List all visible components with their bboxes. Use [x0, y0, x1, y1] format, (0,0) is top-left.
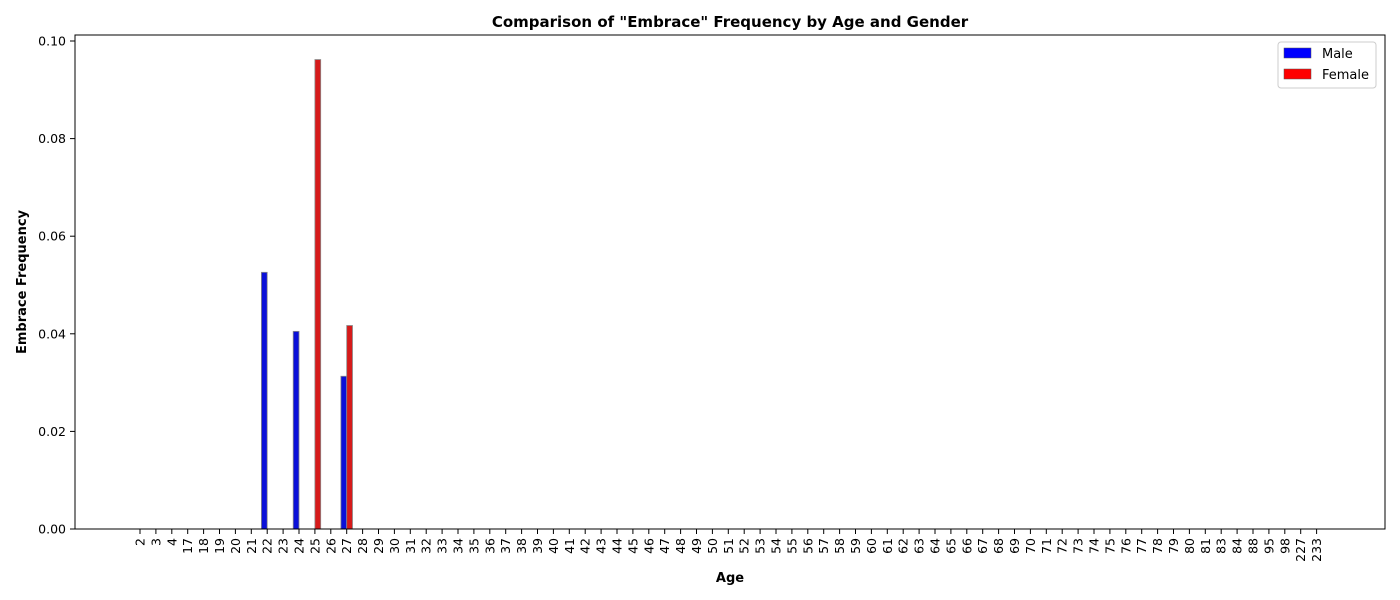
chart-title: Comparison of "Embrace" Frequency by Age…: [492, 13, 969, 31]
x-tick-label: 61: [880, 538, 895, 554]
x-tick-label: 47: [657, 538, 672, 554]
bars-group: [260, 59, 353, 530]
x-tick-label: 67: [975, 538, 990, 554]
x-tick-label: 233: [1309, 538, 1324, 562]
x-tick-label: 34: [451, 538, 466, 554]
x-tick-label: 38: [514, 538, 529, 554]
x-tick-label: 58: [832, 538, 847, 554]
x-tick-label: 59: [848, 538, 863, 554]
legend-swatch-male: [1283, 47, 1312, 59]
bar-male-age-22: [260, 271, 268, 530]
x-tick-label: 31: [403, 538, 418, 554]
x-axis-label: Age: [716, 571, 744, 586]
x-tick-label: 75: [1102, 538, 1117, 554]
x-tick-label: 26: [323, 538, 338, 554]
x-tick-label: 80: [1182, 538, 1197, 554]
x-tick-label: 23: [276, 538, 291, 554]
x-tick-label: 19: [212, 538, 227, 554]
x-tick-label: 65: [943, 538, 958, 554]
x-tick-label: 43: [594, 538, 609, 554]
x-tick-label: 2: [133, 538, 148, 546]
legend-label-male: Male: [1322, 47, 1353, 62]
x-tick-label: 49: [689, 538, 704, 554]
x-tick-label: 62: [896, 538, 911, 554]
x-tick-label: 20: [228, 538, 243, 554]
y-ticks: 0.00 0.02 0.04 0.06 0.08 0.10: [38, 34, 75, 537]
x-tick-label: 27: [339, 538, 354, 554]
x-tick-label: 57: [816, 538, 831, 554]
x-tick-label: 60: [864, 538, 879, 554]
x-tick-label: 84: [1230, 538, 1245, 554]
legend-label-female: Female: [1322, 68, 1369, 83]
x-tick-label: 3: [148, 538, 163, 546]
x-tick-label: 44: [610, 538, 625, 554]
x-tick-label: 54: [769, 538, 784, 554]
x-tick-label: 28: [355, 538, 370, 554]
x-tick-label: 42: [578, 538, 593, 554]
legend-swatch-female: [1283, 68, 1312, 80]
x-tick-label: 46: [641, 538, 656, 554]
x-tick-label: 76: [1118, 538, 1133, 554]
x-tick-label: 39: [530, 538, 545, 554]
y-axis-label: Embrace Frequency: [15, 209, 30, 354]
x-tick-label: 24: [292, 538, 307, 554]
x-tick-label: 81: [1198, 538, 1213, 554]
x-tick-label: 41: [562, 538, 577, 554]
bar-male-age-24: [292, 330, 300, 530]
x-tick-label: 51: [721, 538, 736, 554]
x-tick-label: 74: [1087, 538, 1102, 554]
x-tick-label: 71: [1039, 538, 1054, 554]
x-tick-label: 69: [1007, 538, 1022, 554]
bar-female-age-25: [314, 59, 322, 530]
x-tick-label: 79: [1166, 538, 1181, 554]
x-tick-label: 52: [737, 538, 752, 554]
y-tick-label: 0.10: [38, 34, 66, 49]
x-tick-label: 95: [1261, 538, 1276, 554]
x-tick-label: 55: [784, 538, 799, 554]
x-tick-label: 4: [164, 538, 179, 546]
x-tick-label: 70: [1023, 538, 1038, 554]
y-tick-label: 0.06: [38, 229, 66, 244]
x-tick-label: 21: [244, 538, 259, 554]
x-tick-label: 22: [260, 538, 275, 554]
bar-male-age-27: [340, 375, 348, 530]
x-tick-label: 56: [800, 538, 815, 554]
x-tick-label: 35: [466, 538, 481, 554]
x-tick-label: 17: [180, 538, 195, 554]
y-tick-label: 0.00: [38, 522, 66, 537]
x-ticks: 2 3 4 17 18 19 20 21 22 23 24 25 26 27 28 29 30 31 32 33 34 3…: [133, 529, 1324, 562]
y-tick-label: 0.02: [38, 424, 66, 439]
x-tick-label: 77: [1134, 538, 1149, 554]
x-tick-label: 98: [1277, 538, 1292, 554]
x-tick-label: 18: [196, 538, 211, 554]
x-tick-label: 30: [387, 538, 402, 554]
x-tick-label: 66: [959, 538, 974, 554]
x-tick-label: 78: [1150, 538, 1165, 554]
x-tick-label: 48: [673, 538, 688, 554]
x-tick-label: 88: [1246, 538, 1261, 554]
x-tick-label: 32: [419, 538, 434, 554]
x-tick-label: 53: [753, 538, 768, 554]
x-tick-label: 64: [928, 538, 943, 554]
x-tick-label: 227: [1293, 538, 1308, 562]
legend: Male Female: [1277, 41, 1377, 89]
x-tick-label: 50: [705, 538, 720, 554]
bar-female-age-27: [346, 325, 353, 530]
x-tick-label: 63: [912, 538, 927, 554]
x-tick-label: 83: [1214, 538, 1229, 554]
x-tick-label: 68: [991, 538, 1006, 554]
plot-frame: [74, 34, 1386, 530]
x-tick-label: 25: [307, 538, 322, 554]
x-tick-label: 72: [1055, 538, 1070, 554]
x-tick-label: 29: [371, 538, 386, 554]
x-tick-label: 37: [498, 538, 513, 554]
y-tick-label: 0.04: [38, 326, 66, 341]
x-tick-label: 45: [625, 538, 640, 554]
x-tick-label: 40: [546, 538, 561, 554]
x-tick-label: 36: [482, 538, 497, 554]
x-tick-label: 73: [1071, 538, 1086, 554]
y-tick-label: 0.08: [38, 131, 66, 146]
x-tick-label: 33: [435, 538, 450, 554]
